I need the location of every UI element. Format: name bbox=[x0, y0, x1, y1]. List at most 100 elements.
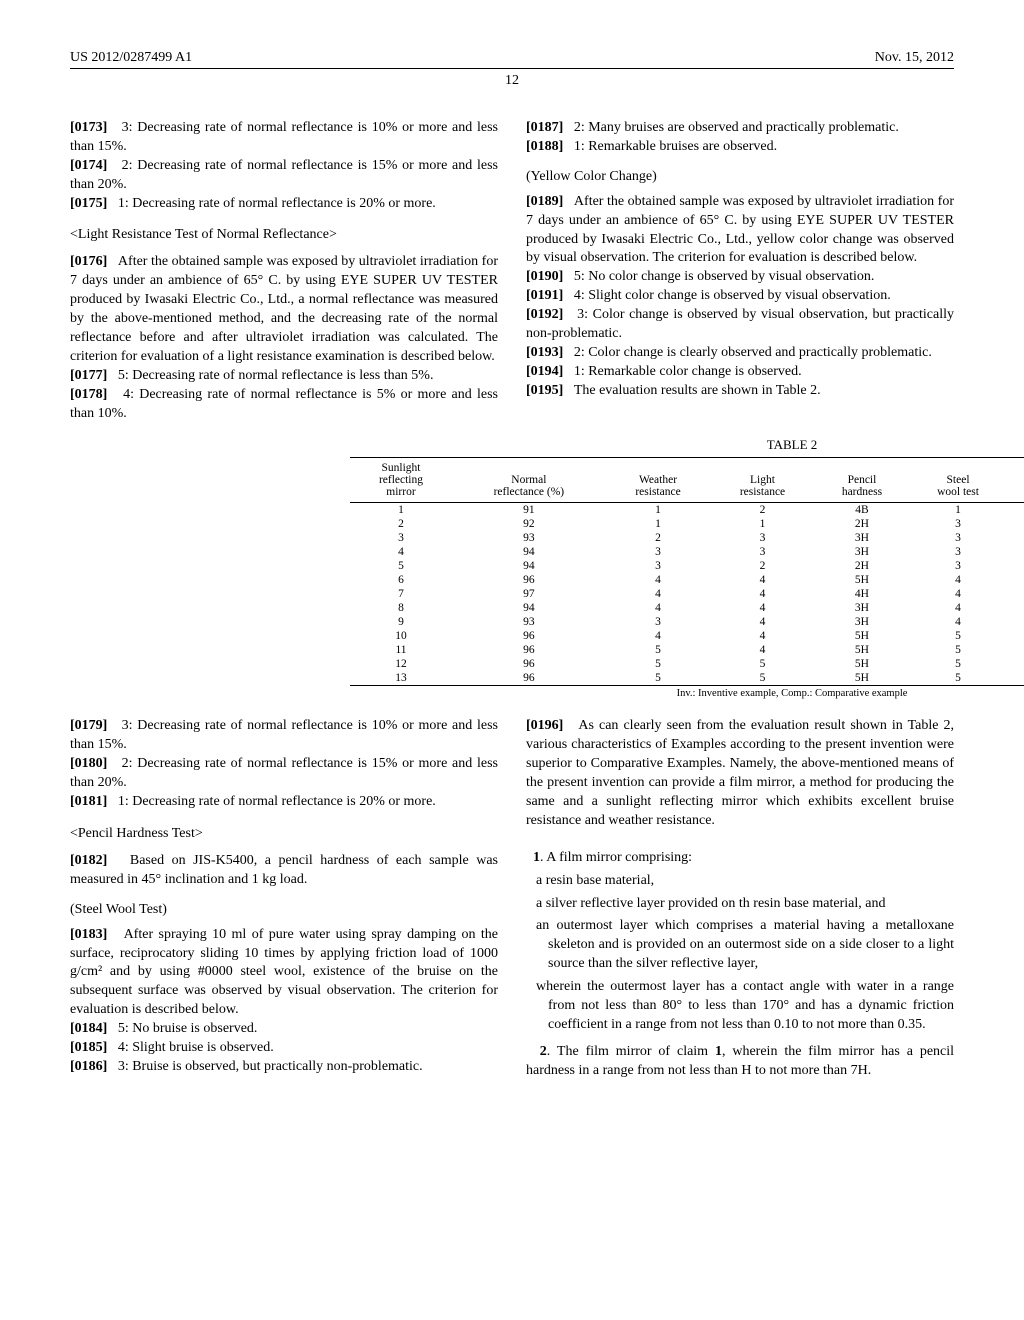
table-cell: 3 bbox=[909, 531, 1007, 545]
table-cell: 1 bbox=[606, 503, 710, 518]
table-2-caption: TABLE 2 bbox=[350, 437, 1024, 453]
para-0179: [0179] 3: Decreasing rate of normal refl… bbox=[70, 717, 498, 755]
text-0196: As can clearly seen from the evaluation … bbox=[526, 718, 954, 827]
col-right-lower: [0196] As can clearly seen from the eval… bbox=[526, 717, 954, 1084]
table-cell: 3H bbox=[815, 545, 909, 559]
header-rule bbox=[70, 68, 954, 69]
table-cell: 5 bbox=[1007, 671, 1024, 686]
table-cell: 12 bbox=[350, 657, 452, 671]
table-2-head: SunlightreflectingmirrorNormalreflectanc… bbox=[350, 458, 1024, 503]
table-cell: 93 bbox=[452, 615, 606, 629]
table-cell: 93 bbox=[452, 531, 606, 545]
table-col-2: Weatherresistance bbox=[606, 458, 710, 503]
ref-0179: [0179] bbox=[70, 718, 107, 733]
table-cell: 5 bbox=[909, 629, 1007, 643]
table-cell: 13 bbox=[350, 671, 452, 686]
table-row: 696445H44Inv. bbox=[350, 573, 1024, 587]
text-0194: 1: Remarkable color change is observed. bbox=[574, 364, 802, 379]
para-0190: [0190] 5: No color change is observed by… bbox=[526, 268, 954, 287]
text-0186: 3: Bruise is observed, but practically n… bbox=[118, 1059, 423, 1074]
table-cell: 2 bbox=[1007, 559, 1024, 573]
table-cell: 2 bbox=[1007, 503, 1024, 518]
table-row: 292112H31Comp. bbox=[350, 517, 1024, 531]
table-cell: 4 bbox=[710, 629, 814, 643]
ref-0181: [0181] bbox=[70, 794, 107, 809]
table-cell: 5H bbox=[815, 643, 909, 657]
text-0190: 5: No color change is observed by visual… bbox=[574, 269, 875, 284]
claim-2-num: 2 bbox=[540, 1044, 547, 1059]
table-cell: 11 bbox=[350, 643, 452, 657]
claim-2-ref: 1 bbox=[715, 1044, 722, 1059]
table-cell: 3H bbox=[815, 601, 909, 615]
para-0183: [0183] After spraying 10 ml of pure wate… bbox=[70, 926, 498, 1020]
table-cell: 1 bbox=[909, 503, 1007, 518]
table-col-5: Steelwool test bbox=[909, 458, 1007, 503]
table-cell: 5 bbox=[350, 559, 452, 573]
table-cell: 1 bbox=[606, 517, 710, 531]
table-cell: 3 bbox=[710, 531, 814, 545]
ref-0177: [0177] bbox=[70, 368, 107, 383]
para-0194: [0194] 1: Remarkable color change is obs… bbox=[526, 363, 954, 382]
table-cell: 4H bbox=[815, 587, 909, 601]
table-cell: 96 bbox=[452, 643, 606, 657]
table-row: 594322H32Comp. bbox=[350, 559, 1024, 573]
para-0185: [0185] 4: Slight bruise is observed. bbox=[70, 1039, 498, 1058]
table-cell: 3 bbox=[909, 517, 1007, 531]
table-cell: 2 bbox=[350, 517, 452, 531]
table-cell: 4 bbox=[606, 573, 710, 587]
para-0195: [0195] The evaluation results are shown … bbox=[526, 382, 954, 401]
para-0175: [0175] 1: Decreasing rate of normal refl… bbox=[70, 195, 498, 214]
para-0186: [0186] 3: Bruise is observed, but practi… bbox=[70, 1058, 498, 1077]
table-row: 1196545H54Inv. bbox=[350, 643, 1024, 657]
table-cell: 4 bbox=[1007, 587, 1024, 601]
table-cell: 10 bbox=[350, 629, 452, 643]
page-number: 12 bbox=[70, 73, 954, 89]
table-cell: 2 bbox=[710, 559, 814, 573]
table-cell: 4 bbox=[710, 587, 814, 601]
ref-0176: [0176] bbox=[70, 254, 107, 269]
text-0181: 1: Decreasing rate of normal reflectance… bbox=[118, 794, 436, 809]
table-cell: 91 bbox=[452, 503, 606, 518]
text-0189: After the obtained sample was exposed by… bbox=[526, 194, 954, 266]
text-0193: 2: Color change is clearly observed and … bbox=[574, 345, 932, 360]
table-row: 393233H33Comp. bbox=[350, 531, 1024, 545]
table-cell: 3 bbox=[1007, 545, 1024, 559]
ref-0185: [0185] bbox=[70, 1040, 107, 1055]
text-0180: 2: Decreasing rate of normal reflectance… bbox=[70, 756, 498, 790]
table-row: 191124B12Comp. bbox=[350, 503, 1024, 518]
table-cell: 5H bbox=[815, 657, 909, 671]
claim-2-body: The film mirror of claim 1, wherein the … bbox=[526, 1044, 954, 1078]
upper-columns: [0173] 3: Decreasing rate of normal refl… bbox=[70, 119, 954, 423]
ref-0195: [0195] bbox=[526, 383, 563, 398]
table-col-1: Normalreflectance (%) bbox=[452, 458, 606, 503]
table-cell: 5H bbox=[815, 573, 909, 587]
table-cell: 2H bbox=[815, 559, 909, 573]
table-cell: 3 bbox=[1007, 531, 1024, 545]
text-0174: 2: Decreasing rate of normal reflectance… bbox=[70, 158, 498, 192]
table-cell: 96 bbox=[452, 629, 606, 643]
claim-1-lead: 1. A film mirror comprising: bbox=[526, 849, 954, 868]
ref-0183: [0183] bbox=[70, 927, 107, 942]
table-row: 494333H33Comp. bbox=[350, 545, 1024, 559]
table-cell: 4 bbox=[1007, 573, 1024, 587]
table-2-wrap: TABLE 2 SunlightreflectingmirrorNormalre… bbox=[70, 437, 1024, 699]
table-cell: 3 bbox=[909, 545, 1007, 559]
table-cell: 2H bbox=[815, 517, 909, 531]
table-cell: 2 bbox=[710, 503, 814, 518]
text-0176: After the obtained sample was exposed by… bbox=[70, 254, 498, 363]
ref-0189: [0189] bbox=[526, 194, 563, 209]
table-cell: 4 bbox=[710, 643, 814, 657]
ref-0173: [0173] bbox=[70, 120, 107, 135]
col-right-upper: [0187] 2: Many bruises are observed and … bbox=[526, 119, 954, 423]
para-0187: [0187] 2: Many bruises are observed and … bbox=[526, 119, 954, 138]
ref-0194: [0194] bbox=[526, 364, 563, 379]
claim-1-c: an outermost layer which comprises a mat… bbox=[526, 917, 954, 974]
text-0177: 5: Decreasing rate of normal reflectance… bbox=[118, 368, 434, 383]
para-0174: [0174] 2: Decreasing rate of normal refl… bbox=[70, 157, 498, 195]
table-cell: 92 bbox=[452, 517, 606, 531]
para-0173: [0173] 3: Decreasing rate of normal refl… bbox=[70, 119, 498, 157]
table-cell: 96 bbox=[452, 573, 606, 587]
text-0188: 1: Remarkable bruises are observed. bbox=[574, 139, 777, 154]
para-0196: [0196] As can clearly seen from the eval… bbox=[526, 717, 954, 830]
text-0173: 3: Decreasing rate of normal reflectance… bbox=[70, 120, 498, 154]
